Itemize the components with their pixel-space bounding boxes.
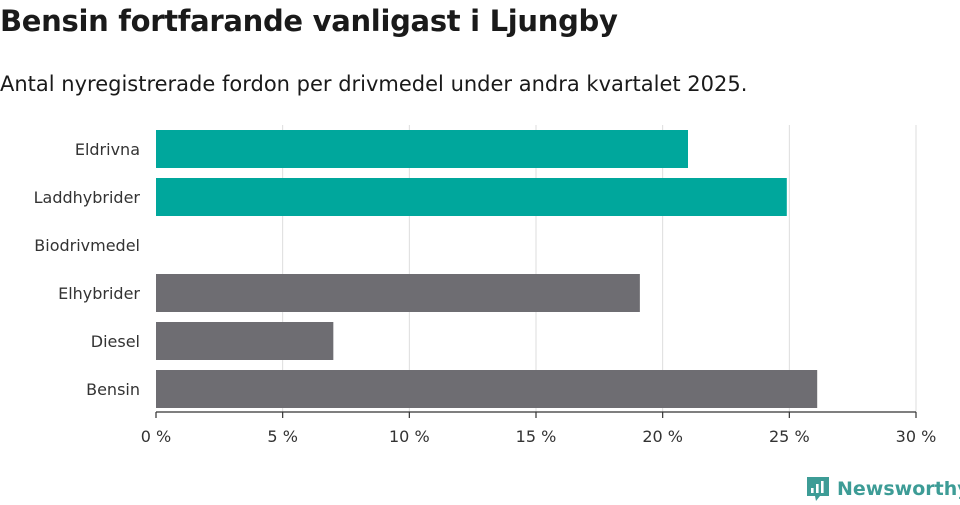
bar-laddhybrider [156, 178, 787, 216]
bar-bensin [156, 370, 818, 408]
category-label: Elhybrider [58, 284, 140, 303]
x-tick-label: 25 % [769, 427, 810, 446]
category-label: Biodrivmedel [34, 236, 140, 255]
newsworthy-logo-icon [807, 477, 829, 501]
x-tick-label: 0 % [141, 427, 171, 446]
category-label: Eldrivna [75, 140, 140, 159]
x-tick-label: 30 % [896, 427, 937, 446]
brand-name: Newsworthy [837, 478, 960, 500]
x-tick-label: 5 % [267, 427, 297, 446]
category-label: Bensin [86, 380, 140, 399]
x-tick-label: 10 % [389, 427, 430, 446]
bar-diesel [156, 322, 334, 360]
category-label: Diesel [91, 332, 140, 351]
bar-eldrivna [156, 130, 688, 168]
bar-elhybrider [156, 274, 640, 312]
chart-subtitle: Antal nyregistrerade fordon per drivmede… [0, 72, 748, 96]
x-tick-label: 15 % [516, 427, 557, 446]
category-label: Laddhybrider [34, 188, 141, 207]
x-tick-label: 20 % [642, 427, 683, 446]
brand-logo: Newsworthy [805, 474, 960, 504]
chart-title: Bensin fortfarande vanligast i Ljungby [0, 4, 618, 38]
